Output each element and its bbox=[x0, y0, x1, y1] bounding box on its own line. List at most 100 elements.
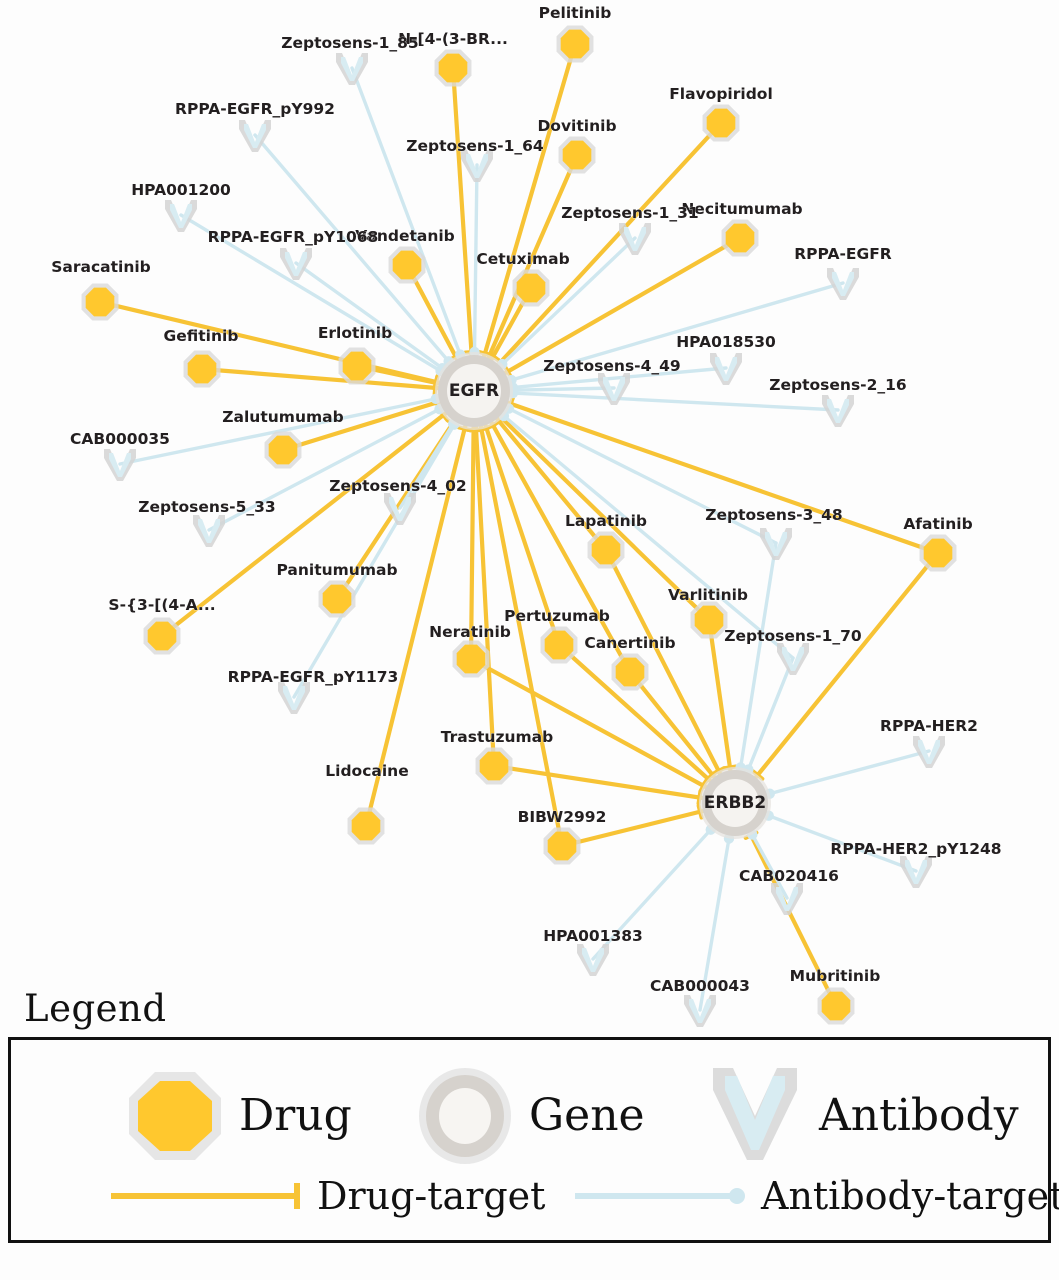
antibody-node-label: CAB000035 bbox=[70, 430, 170, 448]
antibody-node-label: Zeptosens-2_16 bbox=[769, 376, 906, 394]
drug-node[interactable] bbox=[721, 219, 759, 257]
drug-node[interactable] bbox=[817, 987, 855, 1025]
drug-node[interactable] bbox=[452, 640, 490, 678]
gene-node[interactable] bbox=[699, 767, 771, 839]
antibody-node[interactable] bbox=[777, 643, 809, 675]
antibody-node[interactable] bbox=[900, 856, 932, 888]
antibody-node[interactable] bbox=[461, 150, 493, 182]
drug-target-edge-icon bbox=[111, 1182, 300, 1209]
drug-node[interactable] bbox=[556, 25, 594, 63]
drug-target-edge[interactable] bbox=[363, 388, 477, 829]
drug-node-label: Necitumumab bbox=[681, 200, 802, 218]
antibody-node-label: RPPA-HER2 bbox=[880, 717, 978, 735]
antibody-node[interactable] bbox=[822, 395, 854, 427]
gene-node[interactable] bbox=[435, 352, 513, 430]
drug-node[interactable] bbox=[143, 617, 181, 655]
legend-shape-row: Drug Gene Antibody bbox=[11, 1058, 1048, 1170]
antibody-node[interactable] bbox=[710, 353, 742, 385]
node-labels-layer: Pelitinib N-[4-(3-BR... Flavopiridol Doviti… bbox=[51, 4, 1002, 996]
legend-item-antibody: Antibody bbox=[701, 1064, 1019, 1168]
drug-node[interactable] bbox=[690, 601, 728, 639]
antibody-chevron-icon bbox=[713, 1067, 797, 1160]
drug-node[interactable] bbox=[587, 531, 625, 569]
antibody-node-label: CAB000043 bbox=[650, 977, 750, 995]
drug-node[interactable] bbox=[611, 653, 649, 691]
antibody-node[interactable] bbox=[771, 883, 803, 915]
drug-node[interactable] bbox=[702, 104, 740, 142]
drug-node-label: Erlotinib bbox=[318, 324, 392, 342]
antibody-node[interactable] bbox=[239, 120, 271, 152]
antibody-node[interactable] bbox=[104, 449, 136, 481]
antibody-node[interactable] bbox=[684, 995, 716, 1027]
drug-node[interactable] bbox=[919, 534, 957, 572]
legend-box: Drug Gene Antibody bbox=[8, 1036, 1059, 1243]
antibody-node[interactable] bbox=[827, 268, 859, 300]
drug-node[interactable] bbox=[338, 347, 376, 385]
drug-node[interactable] bbox=[475, 747, 513, 785]
drug-node[interactable] bbox=[183, 350, 221, 388]
antibody-node[interactable] bbox=[336, 53, 368, 85]
antibody-node-label: RPPA-EGFR_pY992 bbox=[175, 100, 335, 118]
antibody-node[interactable] bbox=[760, 528, 792, 560]
antibody-node[interactable] bbox=[193, 515, 225, 547]
drug-node-label: Dovitinib bbox=[537, 117, 616, 135]
drug-node-label: Trastuzumab bbox=[441, 728, 553, 746]
antibody-node-label: Zeptosens-4_49 bbox=[543, 357, 680, 375]
legend-label-antibody-target: Antibody-target bbox=[761, 1173, 1059, 1218]
drug-target-edge[interactable] bbox=[732, 550, 941, 806]
antibody-node-label: Zeptosens-1_31 bbox=[561, 204, 698, 222]
drug-node-label: Pertuzumab bbox=[504, 607, 610, 625]
antibody-node-label: Zeptosens-3_48 bbox=[705, 506, 842, 524]
drug-node-label: Cetuximab bbox=[476, 250, 569, 268]
antibody-node[interactable] bbox=[598, 373, 630, 405]
gene-node-label: ERBB2 bbox=[704, 793, 766, 813]
drug-node-label: S-{3-[(4-A... bbox=[108, 596, 215, 614]
antibody-node-label: Zeptosens-1_70 bbox=[724, 627, 862, 645]
drug-node-label: Gefitinib bbox=[164, 327, 239, 345]
legend-item-drug-target: Drug-target bbox=[107, 1176, 545, 1216]
antibody-node[interactable] bbox=[278, 682, 310, 714]
antibody-node[interactable] bbox=[384, 493, 416, 525]
antibody-node[interactable] bbox=[280, 248, 312, 280]
antibody-node[interactable] bbox=[577, 944, 609, 976]
drug-node-label: Mubritinib bbox=[790, 967, 881, 985]
legend-label-gene: Gene bbox=[529, 1089, 645, 1141]
drug-node[interactable] bbox=[318, 580, 356, 618]
drug-gene-antibody-network[interactable]: Pelitinib N-[4-(3-BR... Flavopiridol Doviti… bbox=[0, 0, 1059, 1030]
drug-node[interactable] bbox=[347, 807, 385, 845]
drug-node[interactable] bbox=[540, 626, 578, 664]
antibody-node-label: CAB020416 bbox=[739, 867, 839, 885]
drug-node-label: N-[4-(3-BR... bbox=[398, 30, 508, 48]
drug-node-label: Saracatinib bbox=[51, 258, 151, 276]
antibody-node-label: Zeptosens-5_33 bbox=[138, 498, 275, 516]
antibody-node-label: HPA018530 bbox=[676, 333, 776, 351]
legend-title: Legend bbox=[24, 987, 167, 1030]
legend: Legend Drug Gene bbox=[8, 987, 1059, 1243]
drug-node[interactable] bbox=[264, 431, 302, 469]
drug-node-label: Zalutumumab bbox=[222, 408, 343, 426]
antibody-node[interactable] bbox=[619, 223, 651, 255]
drug-node[interactable] bbox=[388, 246, 426, 284]
drug-node[interactable] bbox=[558, 136, 596, 174]
antibody-node[interactable] bbox=[165, 200, 197, 232]
drug-node-label: Vandetanib bbox=[355, 227, 455, 245]
antibody-node[interactable] bbox=[913, 736, 945, 768]
gene-ring-icon bbox=[419, 1067, 511, 1164]
drug-node-label: Canertinib bbox=[584, 634, 675, 652]
drug-node-label: Panitumumab bbox=[276, 561, 397, 579]
antibody-target-edge-icon bbox=[575, 1187, 745, 1204]
drug-node-label: Pelitinib bbox=[539, 4, 612, 22]
nodes-layer[interactable] bbox=[81, 25, 957, 1027]
drug-node[interactable] bbox=[81, 283, 119, 321]
drug-node-label: Lapatinib bbox=[565, 512, 647, 530]
antibody-node-label: Zeptosens-1_85 bbox=[281, 34, 418, 52]
antibody-target-edge[interactable] bbox=[733, 541, 778, 805]
drug-node[interactable] bbox=[543, 827, 581, 865]
drug-node-label: Flavopiridol bbox=[669, 85, 773, 103]
legend-item-drug: Drug bbox=[121, 1064, 352, 1168]
drug-node[interactable] bbox=[434, 49, 472, 87]
drug-node[interactable] bbox=[512, 269, 550, 307]
drug-node-label: BIBW2992 bbox=[518, 808, 607, 826]
drug-target-edge[interactable] bbox=[491, 763, 738, 806]
